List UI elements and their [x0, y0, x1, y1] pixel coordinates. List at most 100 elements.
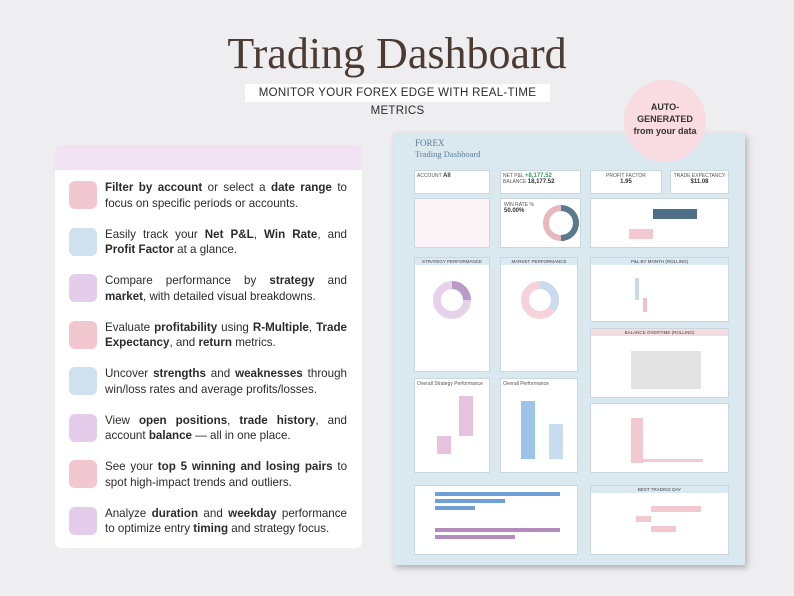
- text: using: [217, 320, 253, 334]
- ring: [539, 281, 559, 312]
- bar: [643, 459, 703, 462]
- text: , and: [317, 227, 348, 241]
- donut: [521, 281, 559, 319]
- bar: [631, 418, 643, 463]
- value: $11.08: [690, 179, 709, 185]
- feature-icon: [69, 413, 97, 442]
- bar: [651, 526, 676, 532]
- label: NET P&L: [503, 173, 524, 179]
- text: , and account: [105, 413, 347, 443]
- bar: [437, 436, 451, 454]
- bar: [435, 492, 560, 496]
- bold-text: weaknesses: [235, 367, 303, 380]
- bar: [651, 506, 701, 512]
- panel-title: Overall Strategy Performance: [417, 381, 483, 387]
- feature-text: Evaluate profitability using R-Multiple,…: [105, 320, 347, 351]
- text: Easily track your: [105, 227, 205, 241]
- text: Compare performance by: [105, 274, 270, 287]
- text: ,: [227, 413, 240, 427]
- bold-text: balance: [148, 429, 193, 442]
- text: at a glance.: [173, 243, 238, 256]
- text: and strategy focus.: [228, 522, 330, 535]
- bold-text: trade history: [239, 413, 316, 427]
- panel-title: BEST TRADING DAY: [591, 486, 728, 493]
- feature-icon: [69, 460, 97, 488]
- text: Analyze: [105, 506, 152, 520]
- strategy-panel: STRATEGY PERFORMANCE: [414, 257, 490, 372]
- bar: [636, 516, 651, 522]
- panel-title: BALANCE OVERTIME (ROLLING): [591, 329, 728, 336]
- label: PROFIT FACTOR: [606, 173, 646, 179]
- feature-text: Easily track your Net P&L, Win Rate, and…: [105, 227, 347, 258]
- bold-text: Filter by account: [105, 181, 203, 194]
- balance-panel: BALANCE OVERTIME (ROLLING): [590, 328, 729, 398]
- badge: AUTO- GENERATED from your data: [624, 80, 706, 162]
- bold-text: Profit Factor: [105, 243, 174, 256]
- best-day-panel: BEST TRADING DAY: [590, 485, 729, 555]
- feature-card: Filter by account or select a date range…: [55, 145, 362, 548]
- text: Uncover: [105, 367, 154, 380]
- feature-icon: [69, 227, 97, 256]
- bar-panel: [590, 198, 729, 248]
- panel-title: P&L BY MONTH (ROLLING): [591, 258, 728, 265]
- text: and: [198, 506, 229, 520]
- text: metrics.: [231, 336, 276, 349]
- value: 18,177.52: [527, 179, 555, 185]
- bold-text: Net P&L: [204, 227, 254, 241]
- bold-text: Win Rate: [264, 227, 318, 241]
- dashboard-name: Trading Dashboard: [415, 149, 481, 159]
- card-header: [55, 145, 362, 170]
- feature-icon: [69, 506, 97, 535]
- text: ,: [253, 227, 265, 241]
- bold-text: duration: [151, 506, 199, 520]
- overall-panel: Overall Performance: [500, 378, 578, 473]
- text: , and: [169, 336, 199, 349]
- win-rate-panel: WIN RATE % 50.00%: [500, 198, 581, 248]
- bar: [629, 229, 653, 239]
- pl-month-panel: P&L BY MONTH (ROLLING): [590, 257, 729, 322]
- text: to spot high-impact trends and outliers.: [105, 460, 348, 489]
- bar: [653, 209, 697, 219]
- bold-text: open positions: [138, 413, 228, 427]
- dashboard-preview: FOREX Trading Dashboard ACCOUNT All NET …: [393, 133, 745, 565]
- bold-text: return: [198, 336, 232, 349]
- text: , with detailed visual breakdowns.: [143, 289, 316, 303]
- panel-title: STRATEGY PERFORMANCE: [415, 258, 489, 265]
- bar: [435, 535, 515, 539]
- duration-panel: [590, 403, 729, 473]
- bold-text: market: [105, 289, 144, 303]
- bar: [635, 278, 639, 300]
- bar: [459, 396, 473, 436]
- bold-text: strategy: [269, 274, 315, 287]
- text: — all in one place.: [192, 429, 291, 442]
- panel-title: Overall Performance: [503, 381, 549, 387]
- bar: [435, 528, 560, 532]
- badge-line: GENERATED: [637, 114, 693, 124]
- badge-line: AUTO-: [650, 102, 680, 112]
- profit-factor-panel: PROFIT FACTOR 1.95: [590, 170, 662, 194]
- text: View: [105, 413, 139, 427]
- subtitle: MONITOR YOUR FOREX EDGE WITH REAL-TIME M…: [245, 84, 550, 117]
- account-panel: ACCOUNT All: [414, 170, 490, 194]
- badge-line: from your data: [633, 126, 697, 136]
- expectancy-panel: TRADE EXPECTANCY $11.08: [670, 170, 729, 194]
- bold-text: profitability: [154, 320, 218, 334]
- title: Trading Dashboard: [227, 29, 567, 78]
- feature-icon: [69, 274, 97, 302]
- bold-text: weekday: [228, 506, 277, 520]
- bold-text: date range: [271, 181, 332, 194]
- feature-icon: [69, 320, 97, 349]
- stats-panel: [414, 198, 490, 248]
- bar: [521, 401, 535, 459]
- bar: [549, 424, 563, 459]
- value: All: [443, 173, 451, 179]
- feature-text: Uncover strengths and weaknesses through…: [105, 366, 347, 397]
- value: 50.00%: [504, 208, 525, 214]
- text: performance to optimize entry: [105, 506, 347, 536]
- brand: FOREX: [415, 138, 445, 148]
- ring: [451, 281, 471, 301]
- text: to focus on specific periods or accounts…: [105, 181, 347, 210]
- feature-text: Compare performance by strategy and mark…: [105, 273, 347, 304]
- text: Evaluate: [105, 320, 155, 334]
- net-pl-panel: NET P&L +8,177.52 BALANCE 18,177.52: [500, 170, 581, 194]
